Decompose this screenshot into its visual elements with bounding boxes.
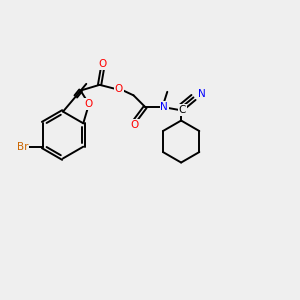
Text: O: O <box>85 99 93 109</box>
Text: C: C <box>178 105 186 115</box>
Text: N: N <box>197 88 205 99</box>
Text: O: O <box>98 59 107 69</box>
Text: O: O <box>115 84 123 94</box>
Text: O: O <box>130 120 139 130</box>
Text: N: N <box>160 102 168 112</box>
Text: Br: Br <box>17 142 28 152</box>
